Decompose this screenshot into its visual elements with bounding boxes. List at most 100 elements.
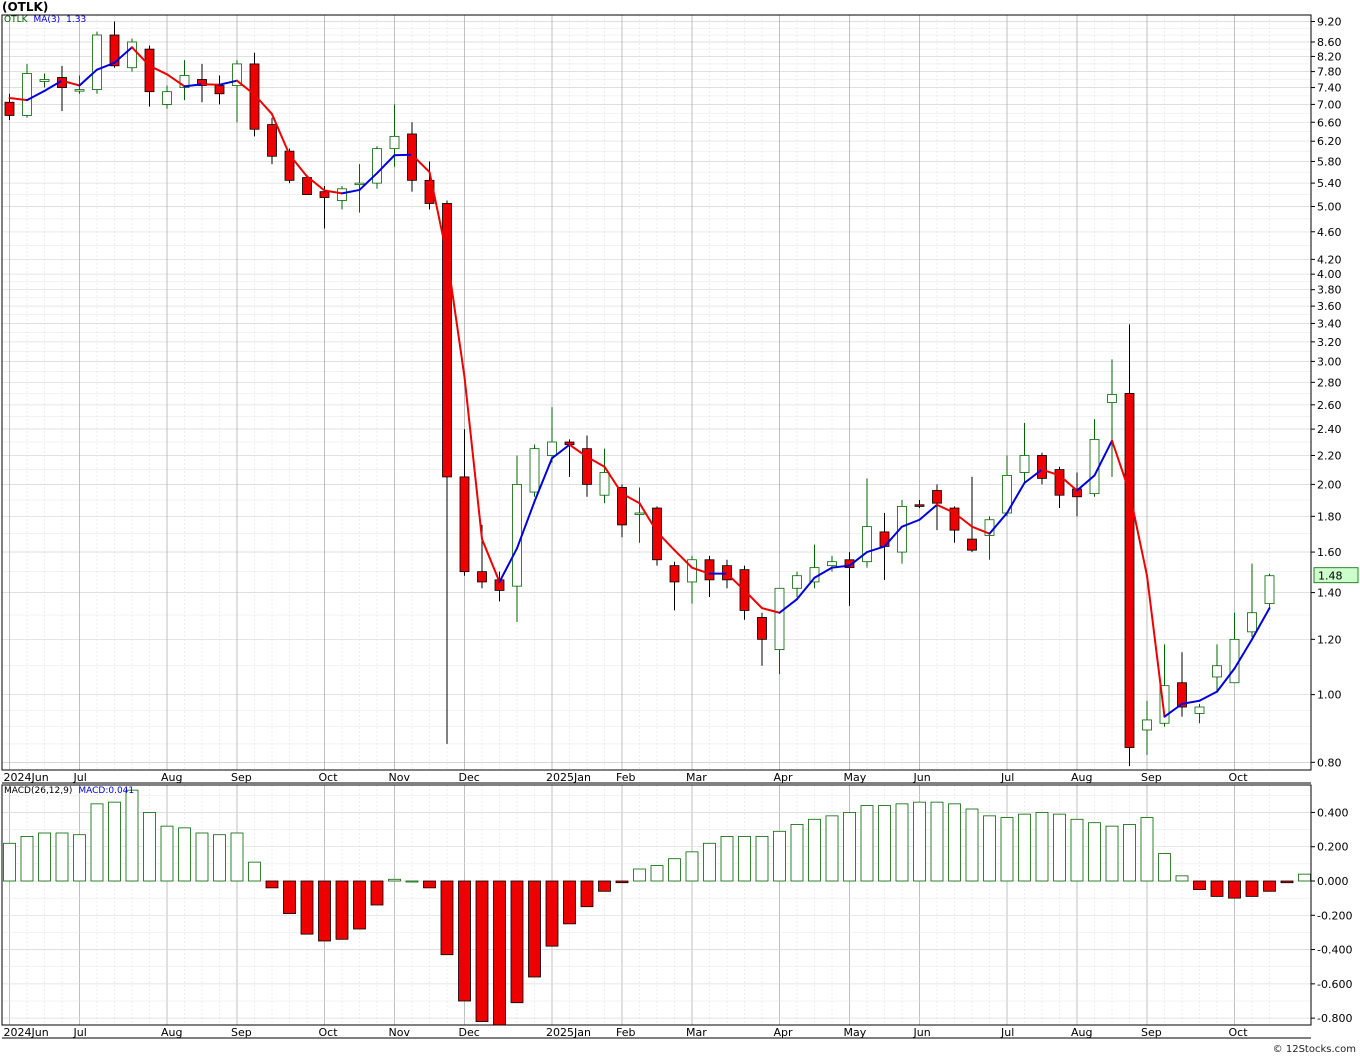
candle-body (127, 41, 137, 69)
candle (844, 552, 855, 606)
macd-bar (335, 880, 349, 940)
macd-x-label: Dec (459, 1026, 480, 1039)
macd-bar (545, 880, 559, 947)
ma-segment (323, 189, 343, 195)
price-grid (2, 15, 1311, 770)
ma-segment (253, 93, 273, 116)
ma-segment (341, 188, 361, 195)
macd-bar (195, 832, 209, 882)
candle-body (949, 507, 960, 531)
macd-x-label: Sep (231, 1026, 252, 1039)
ma-segment (971, 525, 991, 535)
candle-body (1142, 719, 1152, 731)
macd-bar (895, 803, 909, 882)
candle-body (1107, 394, 1117, 403)
panel-frames (1, 14, 1312, 1039)
price-tick-label: 2.40 (1317, 423, 1342, 436)
legend-ma-label: MA(3) (33, 15, 61, 25)
candle (459, 429, 470, 576)
ma-segment (166, 73, 186, 88)
price-x-label: Jul (1000, 771, 1014, 784)
ma-segment (96, 61, 116, 71)
ma-segment (463, 375, 483, 541)
ma-segment (568, 443, 588, 458)
macd-tick-label: 0.000 (1317, 875, 1349, 888)
candle-body (1212, 665, 1222, 678)
macd-bar (668, 858, 681, 882)
macd-axis: 2024Jun Jul Aug Sep Oct Nov Dec 2025Jan Feb Mar Ap… (4, 806, 1353, 1039)
price-tick-label: 2.00 (1317, 478, 1342, 491)
candle-body (634, 512, 645, 515)
candle (792, 571, 802, 597)
ma-segment (673, 549, 693, 569)
macd-x-label: Oct (319, 1026, 339, 1039)
macd-x-label: 2025Jan (546, 1026, 591, 1039)
ma-segment (1181, 699, 1201, 705)
candle (1019, 422, 1030, 485)
price-tick-label: 4.20 (1317, 253, 1342, 266)
candle (197, 63, 207, 103)
candle-body (932, 490, 942, 504)
candle-body (214, 85, 225, 95)
ma-segment (43, 79, 63, 92)
ma-segment (411, 153, 431, 174)
macd-bar (370, 880, 384, 906)
price-tick-label: 0.80 (1317, 756, 1342, 769)
candle (634, 487, 645, 543)
candle-body (74, 89, 85, 92)
candle-body (687, 559, 697, 583)
candle-body (669, 565, 680, 583)
macd-bar (1088, 822, 1101, 882)
candle-body (1124, 392, 1135, 748)
price-tick-label: 2.80 (1317, 376, 1342, 389)
macd-x-label: Apr (774, 1026, 794, 1039)
macd-bar (108, 801, 121, 882)
ma-segment (778, 598, 798, 614)
macd-bar (808, 818, 821, 882)
macd-x-label: Jul (1000, 1026, 1014, 1039)
macd-x-label: May (844, 1026, 867, 1039)
watermark-text: © 12Stocks.com (1272, 1044, 1356, 1055)
candle-body (827, 561, 837, 567)
ma-segment (533, 457, 553, 503)
macd-bar (1053, 813, 1066, 882)
candle (897, 499, 907, 564)
candle-body (704, 559, 715, 581)
candle-body (582, 448, 592, 485)
price-panel-frame (1, 14, 1312, 771)
candle (407, 122, 417, 192)
candle (1177, 652, 1187, 717)
macd-x-label: Aug (161, 1026, 182, 1039)
macd-bar (1193, 880, 1206, 890)
macd-bar (405, 880, 419, 883)
candle (1142, 700, 1152, 755)
candle (1247, 563, 1257, 637)
moving-average-line (8, 46, 1271, 718)
macd-bar (983, 815, 996, 882)
macd-bar (563, 880, 576, 925)
macd-bar (458, 880, 471, 1002)
candle (704, 555, 715, 597)
price-tick-label: 7.40 (1317, 82, 1342, 95)
price-tick-label: 6.60 (1317, 116, 1342, 129)
candle (669, 561, 680, 611)
candle (1089, 419, 1100, 497)
candle-body (547, 441, 557, 456)
ma-segment (656, 530, 676, 552)
price-tick-label: 3.80 (1317, 284, 1342, 297)
candle-body (477, 571, 487, 583)
ma-segment (516, 500, 536, 550)
ma-segment (1076, 474, 1096, 492)
ma-segment (1111, 439, 1131, 494)
legend-ma-value: 1.33 (66, 15, 87, 25)
candle-body (1229, 638, 1240, 684)
macd-bar (318, 880, 331, 942)
macd-bar (1210, 880, 1224, 897)
price-tick-label: 4.00 (1317, 268, 1342, 281)
ma-segment (1093, 439, 1113, 477)
ma-segment (1251, 607, 1271, 641)
ma-segment (8, 96, 28, 102)
macd-bar (213, 834, 226, 882)
